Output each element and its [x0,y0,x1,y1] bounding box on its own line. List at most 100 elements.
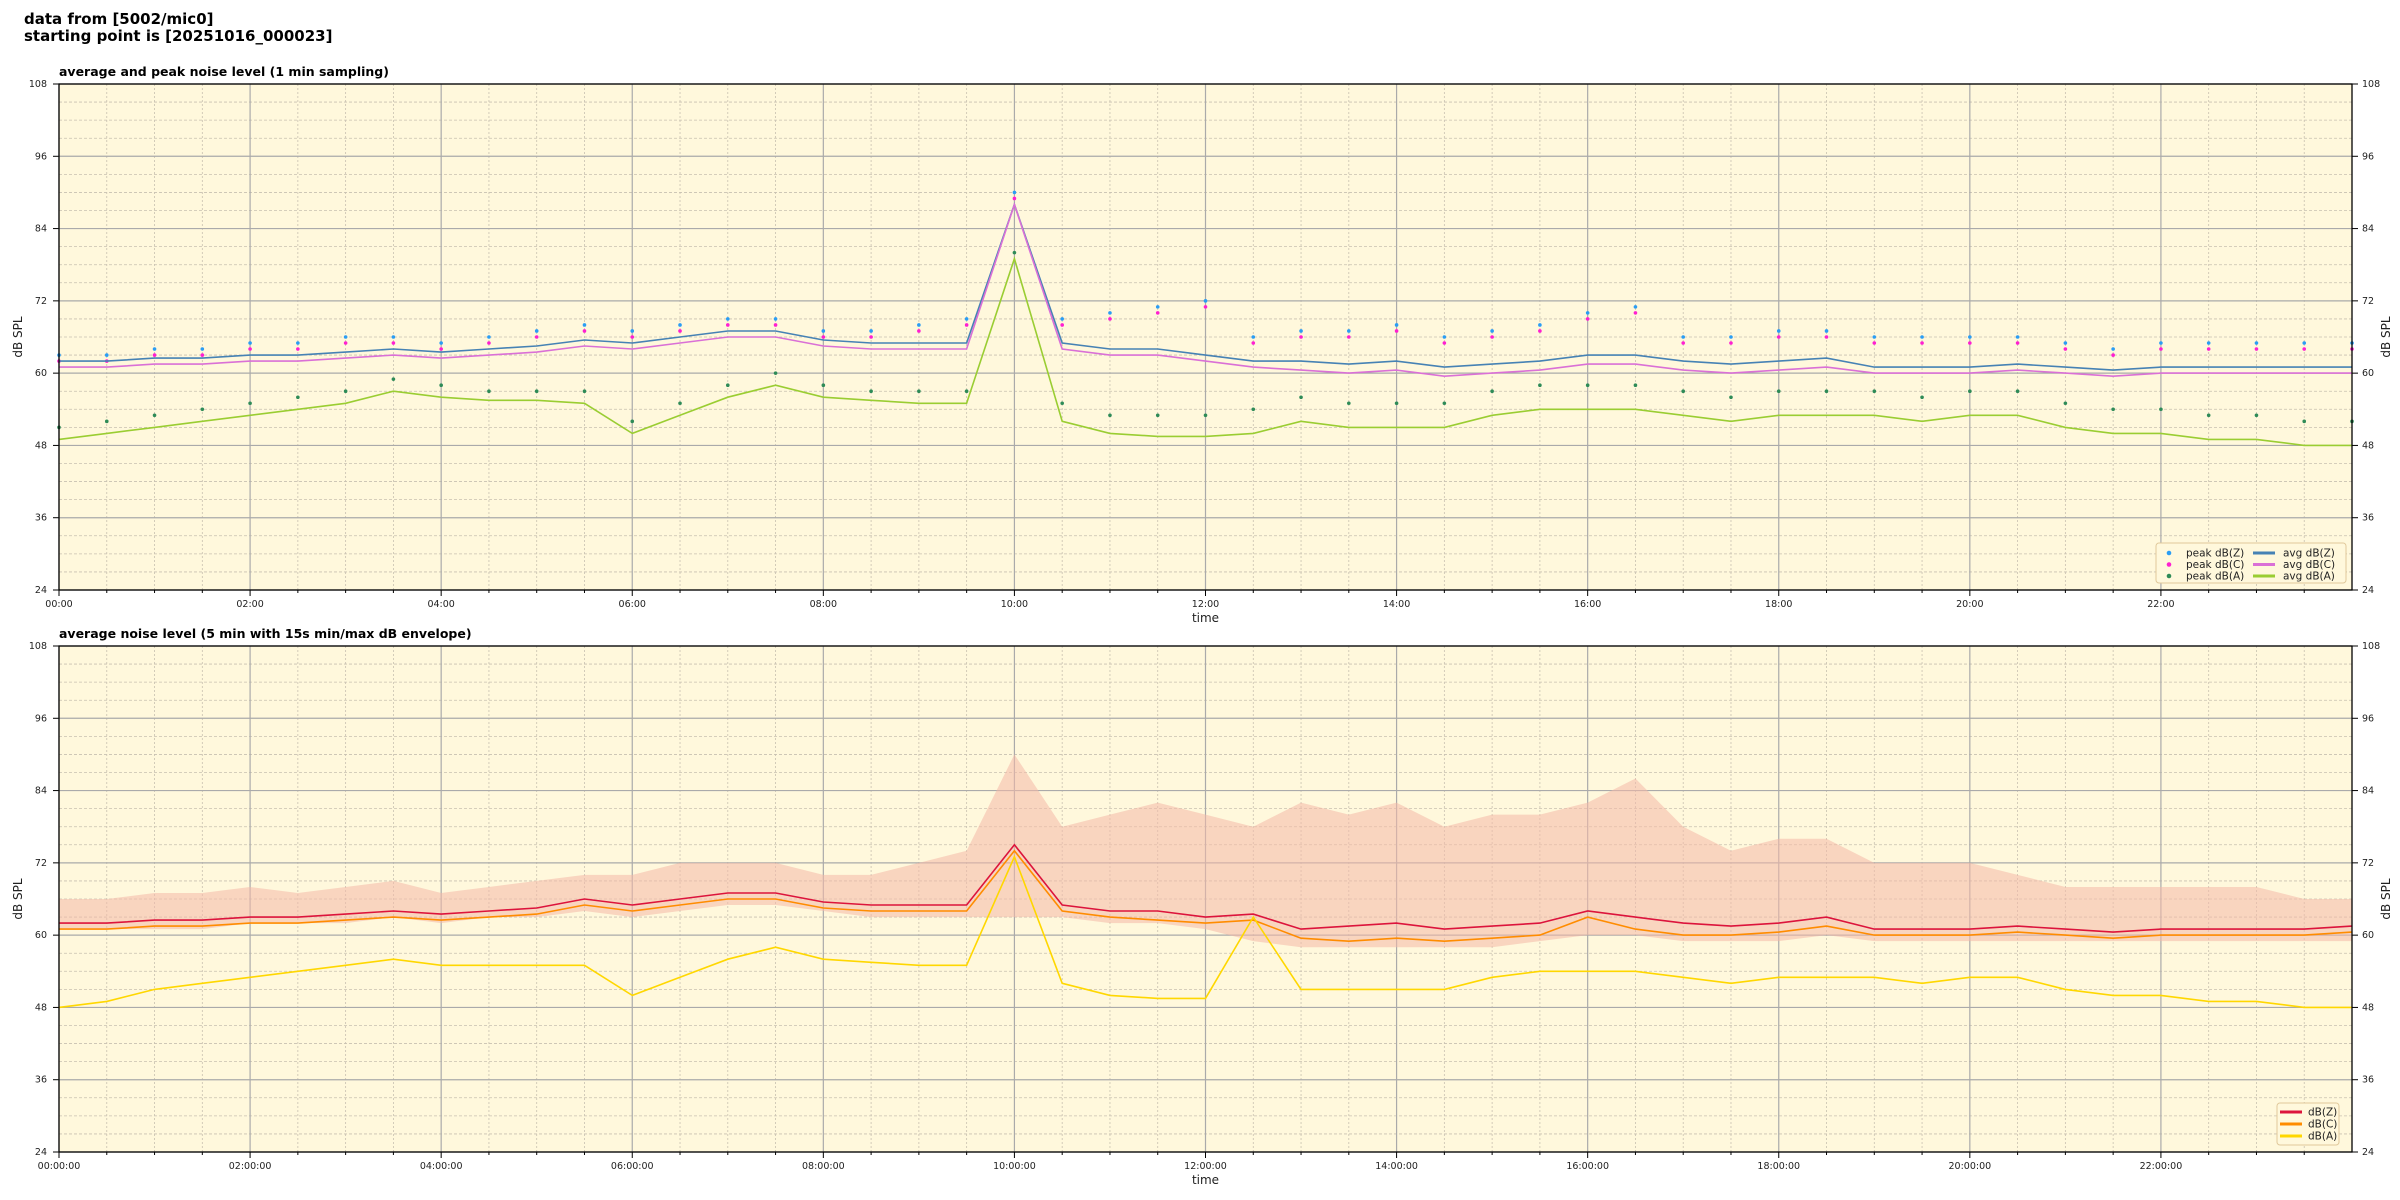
point-peak-db-c- [1299,335,1303,339]
point-peak-db-c- [1633,311,1638,315]
x-tick-label: 04:00:00 [420,1161,463,1172]
point-peak-db-a- [1299,395,1303,400]
point-peak-db-c- [391,341,396,345]
x-tick-label: 16:00:00 [1566,1161,1609,1172]
point-peak-db-z- [582,323,587,327]
point-peak-db-c- [1872,341,1877,345]
point-peak-db-c- [869,335,873,339]
x-tick-label: 02:00 [236,599,263,610]
legend-label: peak dB(A) [2186,571,2244,583]
point-peak-db-a- [343,389,348,394]
point-peak-db-c- [1490,335,1494,339]
chart-2: 24 24 36 36 48 48 60 60 72 72 84 84 96 96 108 108 00:00:… [11,626,2393,1187]
point-peak-db-z- [487,335,491,339]
point-peak-db-c- [534,335,539,339]
point-peak-db-a- [1776,389,1781,394]
series-line-db-z- [59,843,2353,933]
point-peak-db-z- [1824,329,1829,333]
point-peak-db-c- [2063,347,2068,351]
point-peak-db-a- [1968,389,1972,394]
point-peak-db-a- [2254,413,2259,418]
point-peak-db-c- [1824,335,1829,339]
point-peak-db-a- [678,401,682,406]
point-peak-db-z- [534,329,539,333]
point-peak-db-z- [104,353,109,357]
legend-label: peak dB(Z) [2186,548,2244,560]
point-peak-db-a- [1347,401,1351,406]
x-tick-label: 00:00 [45,599,72,610]
y-tick-label-right: 72 [2362,858,2374,869]
point-peak-db-c- [1681,341,1686,345]
series-line-avg-db-z- [59,202,2352,371]
point-peak-db-a- [1060,401,1064,406]
point-peak-db-c- [1203,305,1208,309]
point-peak-db-a- [1108,413,1112,418]
y-axis-label-left: dB SPL [11,316,25,358]
x-tick-label: 20:00 [1956,599,1983,610]
y-tick-label-left: 48 [35,440,47,451]
point-peak-db-c- [1538,329,1542,333]
point-peak-db-a- [1251,407,1256,412]
point-peak-db-z- [1012,190,1017,195]
point-peak-db-z- [1681,335,1686,339]
point-peak-db-a- [773,371,778,375]
legend: dB(Z)dB(C)dB(A) [2276,1102,2340,1146]
point-peak-db-a- [1155,413,1160,418]
y-tick-label-right: 24 [2362,585,2374,596]
point-peak-db-z- [1538,323,1542,327]
point-peak-db-c- [1251,341,1256,345]
point-peak-db-z- [1394,323,1399,327]
point-peak-db-c- [917,329,921,333]
x-tick-label: 14:00 [1383,599,1410,610]
point-peak-db-a- [248,401,252,406]
legend-label: dB(C) [2308,1119,2337,1131]
point-peak-db-c- [200,353,205,357]
point-peak-db-z- [1108,311,1112,315]
x-tick-label: 18:00 [1765,599,1792,610]
point-peak-db-a- [1203,413,1208,418]
series-line-avg-db-a- [58,256,2352,447]
point-peak-db-a- [2111,407,2115,412]
point-peak-db-c- [1347,335,1351,339]
point-peak-db-a- [2302,419,2307,424]
point-peak-db-a- [630,419,635,424]
point-peak-db-z- [1872,335,1877,339]
y-tick-label-left: 108 [29,79,47,90]
point-peak-db-c- [1968,341,1972,345]
point-peak-db-z- [1729,335,1733,339]
x-tick-label: 22:00 [2147,599,2174,610]
x-tick-label: 12:00 [1192,599,1219,610]
y-tick-label-right: 96 [2362,713,2374,724]
point-peak-db-a- [296,395,300,400]
point-peak-db-c- [1585,317,1590,321]
y-tick-label-left: 96 [35,151,47,162]
point-peak-db-c- [1155,311,1160,315]
x-tick-label: 00:00:00 [38,1161,81,1172]
point-peak-db-a- [1012,250,1017,255]
y-tick-label-left: 24 [35,585,47,596]
series-line-db-c- [59,849,2353,943]
point-peak-db-z- [1155,305,1160,309]
point-peak-db-a- [821,383,826,387]
legend-label: avg dB(Z) [2283,548,2335,560]
point-peak-db-z- [869,329,873,333]
point-peak-db-z- [1251,335,1256,339]
point-peak-db-z- [1347,329,1351,333]
legend-label: dB(Z) [2308,1107,2337,1119]
point-peak-db-c- [2015,341,2020,345]
point-peak-db-c- [296,347,300,351]
point-peak-db-a- [582,389,587,394]
point-peak-db-a- [869,389,873,394]
point-peak-db-c- [1060,323,1064,327]
point-peak-db-z- [1776,329,1781,333]
y-tick-label-right: 108 [2362,79,2380,90]
y-tick-label-right: 84 [2362,224,2374,235]
header-source: data from [5002/mic0] [24,10,214,28]
point-peak-db-z- [630,329,635,333]
point-peak-db-a- [391,377,396,381]
y-tick-label-left: 72 [35,858,47,869]
legend-box [2155,542,2347,584]
point-peak-db-c- [725,323,730,327]
y-tick-label-left: 84 [35,224,47,235]
point-peak-db-z- [2254,341,2259,345]
